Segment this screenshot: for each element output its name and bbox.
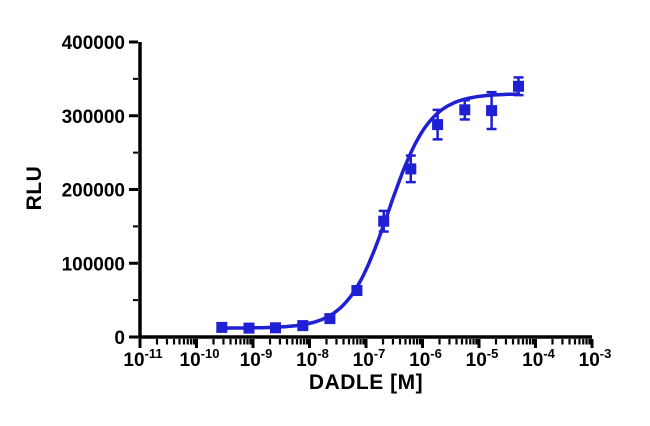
y-tick-label: 300000: [62, 107, 125, 128]
data-point-marker: [297, 320, 309, 332]
y-tick-label: 200000: [62, 181, 125, 202]
x-tick-labels: 10-11 10-10 10-9 10-8 10-7 10-6 10-5 10-4 10-3: [123, 346, 611, 371]
x-tick-label: 10-9: [240, 346, 273, 371]
y-tick-labels: 0 100000 200000 300000 400000: [62, 33, 125, 349]
tick-marks: [129, 40, 594, 348]
y-tick-label: 400000: [62, 33, 125, 54]
x-tick-label: 10-3: [579, 346, 612, 371]
x-tick-label: 10-6: [409, 346, 442, 371]
data-point-marker: [405, 163, 417, 175]
x-tick-label: 10-8: [296, 346, 329, 371]
data-point-marker: [243, 322, 255, 334]
x-tick-label: 10-5: [466, 346, 499, 371]
axes: [138, 42, 592, 339]
x-axis-label: DADLE [M]: [308, 371, 424, 394]
data-point-marker: [378, 215, 390, 227]
data-point-marker: [324, 313, 336, 325]
data-point-marker: [432, 119, 444, 131]
data-point-marker: [486, 105, 498, 117]
data-point-marker: [216, 321, 228, 333]
data-point-marker: [513, 80, 524, 92]
fit-curve: [220, 92, 521, 330]
x-tick-label: 10-10: [180, 346, 220, 371]
data-point-marker: [351, 285, 363, 296]
y-tick-label: 0: [114, 328, 125, 349]
x-tick-label: 10-11: [123, 346, 162, 371]
data-point-marker: [459, 104, 471, 116]
x-tick-label: 10-7: [353, 346, 386, 371]
data-point-marker: [270, 322, 281, 334]
data-points: [216, 80, 524, 334]
x-tick-label: 10-4: [522, 346, 555, 371]
y-tick-label: 100000: [62, 254, 125, 275]
y-axis-label: RLU: [23, 165, 46, 211]
error-bars: [216, 76, 524, 332]
